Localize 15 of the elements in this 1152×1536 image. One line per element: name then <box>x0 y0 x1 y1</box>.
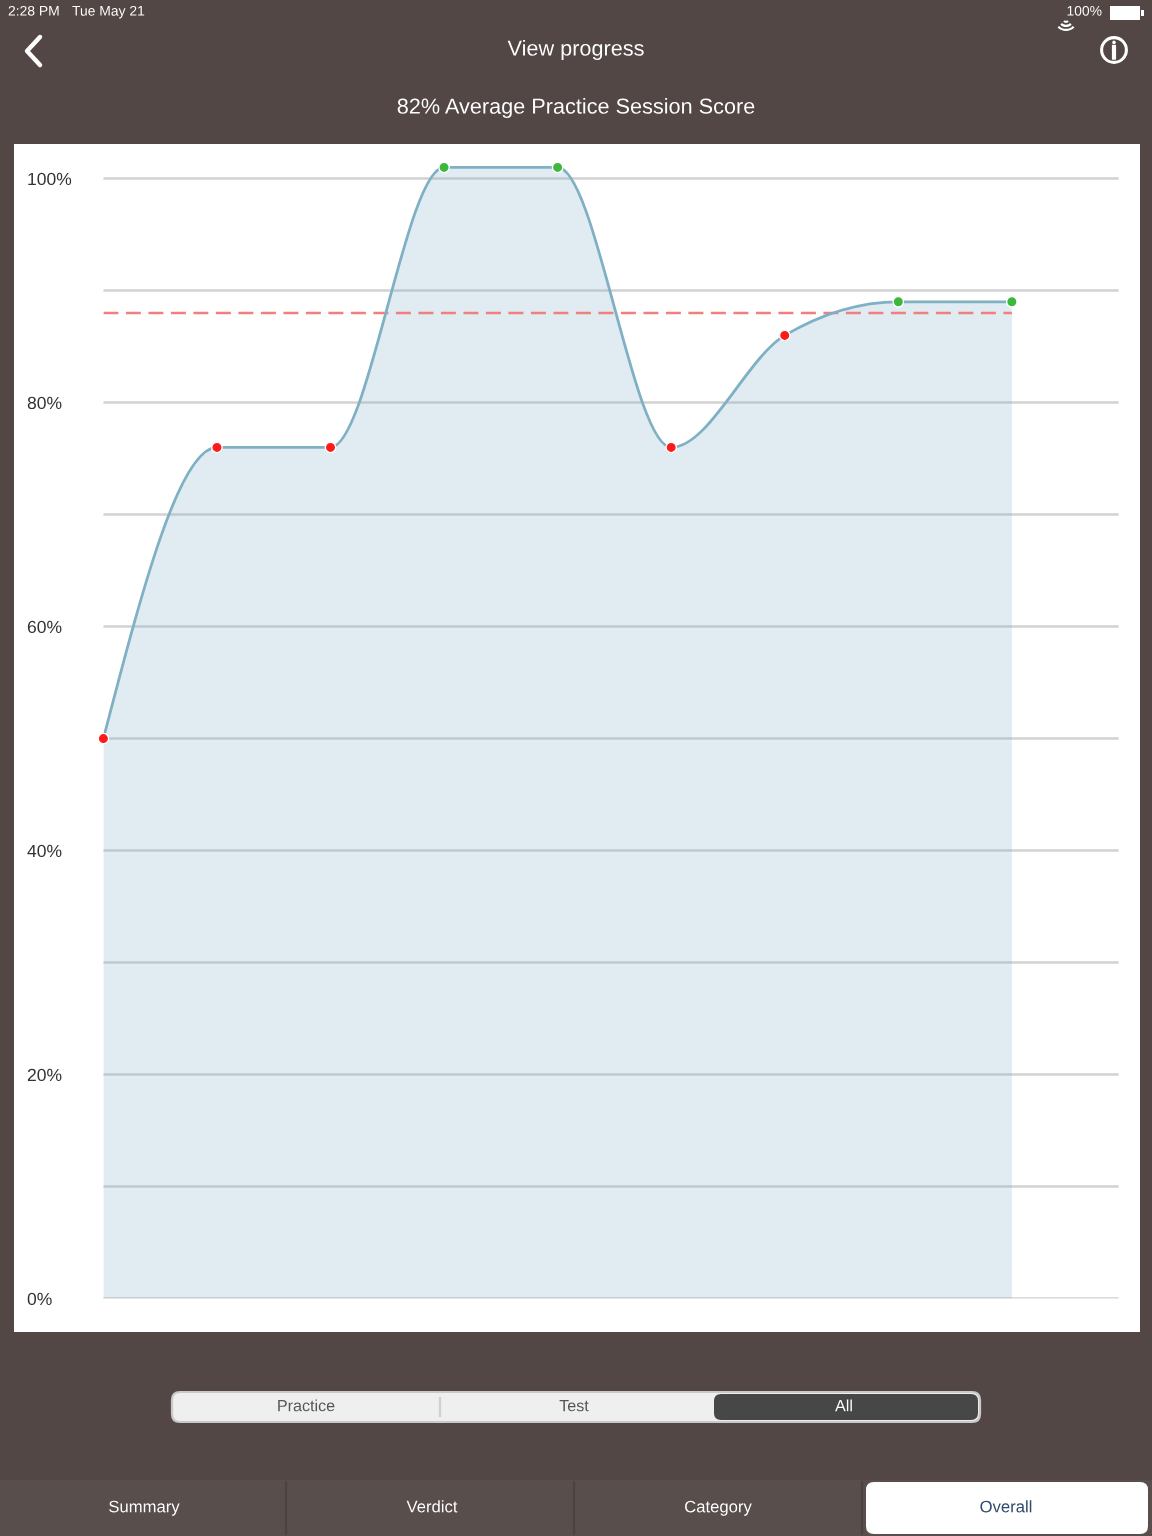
chart-subtitle: 82% Average Practice Session Score <box>397 97 755 119</box>
y-tick-label: 0% <box>27 1292 52 1306</box>
y-tick-label: 100% <box>28 172 72 186</box>
text: Summary <box>109 1500 180 1516</box>
text: Overall <box>980 1500 1032 1513</box>
text: All <box>835 1399 852 1412</box>
y-tick-label: 20% <box>27 1068 62 1082</box>
text: Test <box>559 1400 589 1412</box>
text: Category <box>685 1500 752 1516</box>
chart-title: View progress <box>507 39 644 61</box>
text: Verdict <box>406 1500 458 1513</box>
y-tick-label: 40% <box>27 844 62 858</box>
y-tick-label: 60% <box>27 620 62 634</box>
y-tick-label: 80% <box>27 396 62 410</box>
text: Practice <box>278 1399 335 1412</box>
